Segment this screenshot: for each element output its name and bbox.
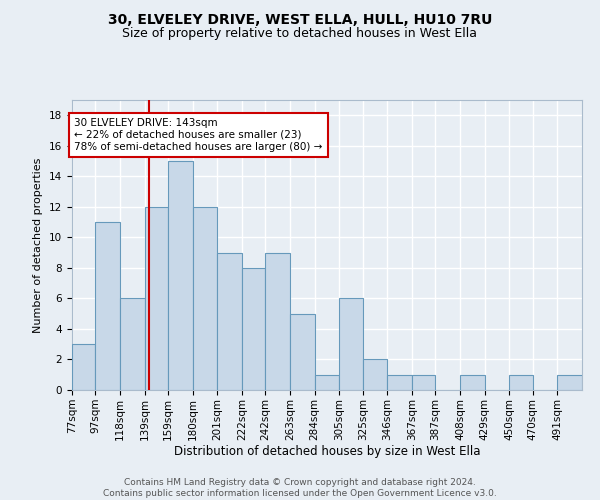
Bar [460,374,485,390]
Bar [72,344,95,390]
Bar [388,374,412,390]
Bar [265,252,290,390]
Text: Contains HM Land Registry data © Crown copyright and database right 2024.
Contai: Contains HM Land Registry data © Crown c… [103,478,497,498]
Bar [120,298,145,390]
Bar [509,374,533,390]
Bar [242,268,265,390]
Bar [290,314,314,390]
Bar [557,374,582,390]
Bar [314,374,340,390]
Bar [193,207,217,390]
Text: 30, ELVELEY DRIVE, WEST ELLA, HULL, HU10 7RU: 30, ELVELEY DRIVE, WEST ELLA, HULL, HU10… [108,12,492,26]
Bar [363,360,388,390]
Bar [95,222,120,390]
Bar [217,252,242,390]
X-axis label: Distribution of detached houses by size in West Ella: Distribution of detached houses by size … [174,446,480,458]
Text: Size of property relative to detached houses in West Ella: Size of property relative to detached ho… [122,28,478,40]
Bar [145,207,168,390]
Y-axis label: Number of detached properties: Number of detached properties [34,158,43,332]
Text: 30 ELVELEY DRIVE: 143sqm
← 22% of detached houses are smaller (23)
78% of semi-d: 30 ELVELEY DRIVE: 143sqm ← 22% of detach… [74,118,323,152]
Bar [168,161,193,390]
Bar [340,298,363,390]
Bar [412,374,436,390]
